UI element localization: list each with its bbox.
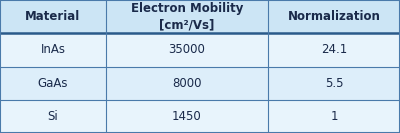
Text: 8000: 8000 <box>172 77 202 90</box>
Bar <box>0 0 106 33</box>
Text: 35000: 35000 <box>168 43 206 56</box>
Bar <box>0 100 106 133</box>
Text: 5.5: 5.5 <box>325 77 343 90</box>
Text: InAs: InAs <box>40 43 66 56</box>
Text: Si: Si <box>48 110 58 123</box>
Bar <box>106 33 268 66</box>
Text: Electron Mobility
[cm²/Vs]: Electron Mobility [cm²/Vs] <box>131 2 243 31</box>
Text: 1: 1 <box>330 110 338 123</box>
Bar <box>106 100 268 133</box>
Bar <box>268 100 400 133</box>
Text: Normalization: Normalization <box>288 10 380 23</box>
Text: 24.1: 24.1 <box>321 43 347 56</box>
Text: GaAs: GaAs <box>38 77 68 90</box>
Bar <box>106 66 268 100</box>
Bar <box>0 33 106 66</box>
Bar <box>0 66 106 100</box>
Bar <box>106 0 268 33</box>
Text: 1450: 1450 <box>172 110 202 123</box>
Bar <box>268 33 400 66</box>
Bar <box>268 0 400 33</box>
Text: Material: Material <box>25 10 81 23</box>
Bar <box>268 66 400 100</box>
